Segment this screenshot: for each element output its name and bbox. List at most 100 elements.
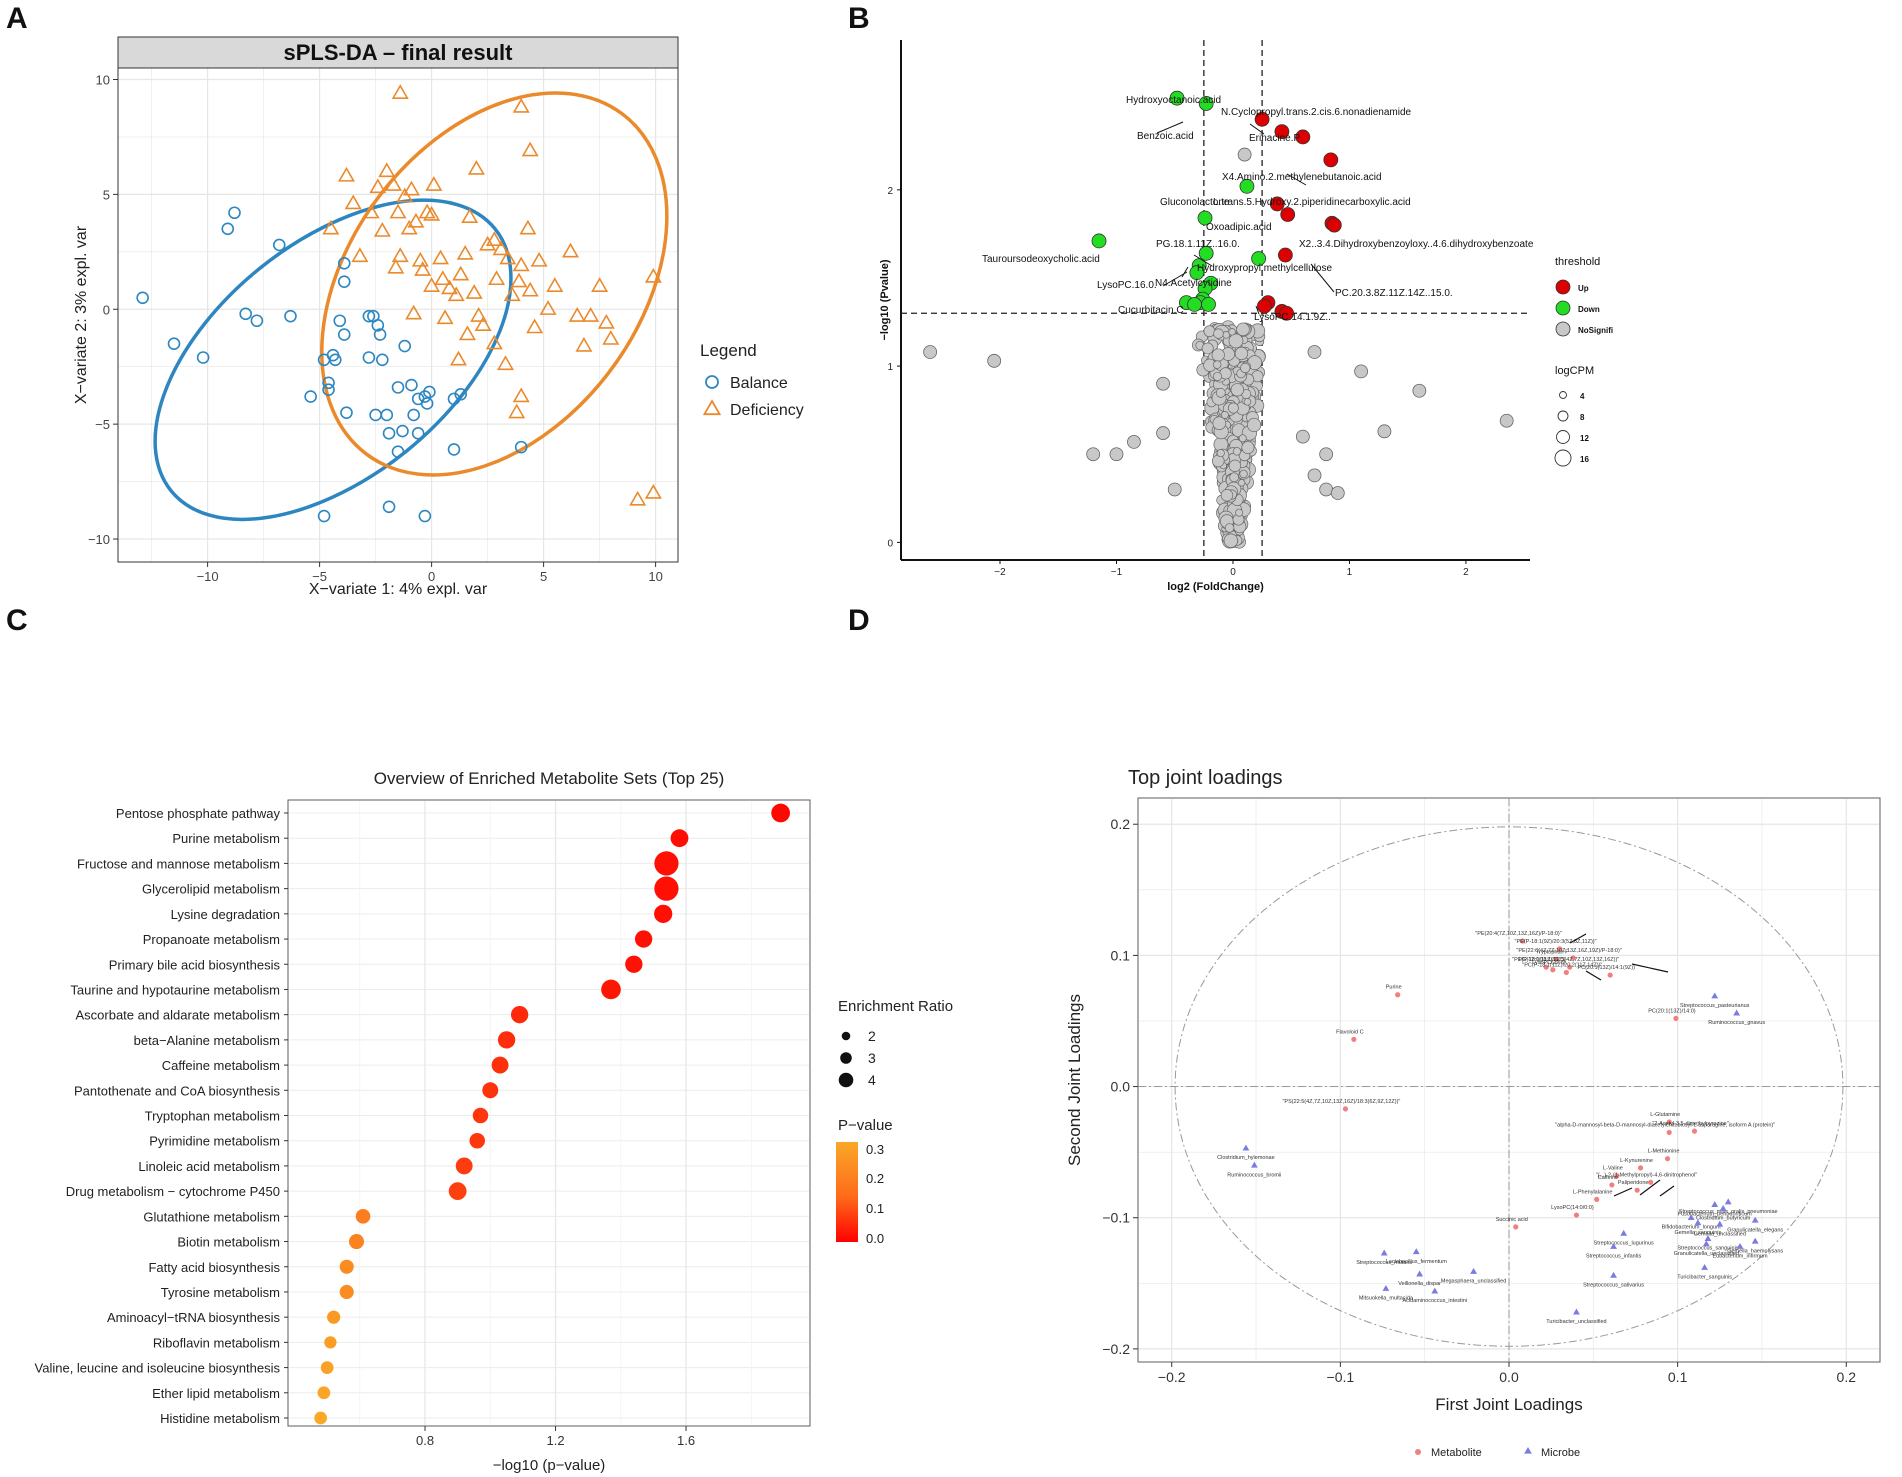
panel-d-label-leader — [1631, 963, 1669, 973]
panel-d-x-tick-label: 0.2 — [1837, 1369, 1857, 1385]
panel-c-point — [317, 1386, 331, 1400]
panel-b-label-leader — [1310, 263, 1335, 293]
panel-b-x-tick-label: −1 — [1111, 567, 1123, 578]
panel-d-point-metabolite — [1543, 964, 1549, 970]
panel-d-microbe-label: Ruminococcus_gnavus — [1708, 1020, 1765, 1026]
panel-a-point-balance — [340, 406, 353, 419]
panel-a-point-balance — [239, 307, 252, 321]
panel-c-frame — [287, 799, 811, 1427]
panel-a-point-deficiency — [373, 222, 391, 237]
panel-d-point-metabolite — [1673, 1015, 1679, 1021]
panel-b-point-up — [1274, 124, 1290, 140]
panel-b-point-label: PG.18.1.11Z..16.0. — [1156, 239, 1240, 250]
panel-d-y-tick-label: −0.1 — [1102, 1210, 1130, 1226]
panel-b-label-leader — [1249, 123, 1265, 135]
panel-b-point-nosig — [1109, 447, 1124, 462]
panel-d-legend-metabolite-label: Metabolite — [1431, 1447, 1482, 1459]
panel-d-metabolite-label: "2-Acetyl-3,5-dimethylpyrazine" — [1652, 1121, 1728, 1127]
panel-a-point-deficiency — [344, 194, 362, 210]
panel-d-y-tick-label: 0.0 — [1111, 1079, 1131, 1095]
panel-b-point-nosig — [1307, 345, 1322, 359]
panel-a-point-deficiency — [508, 403, 526, 419]
panel-a-point-deficiency — [405, 304, 423, 320]
panel-c-legend-colorbar — [836, 1142, 858, 1242]
panel-b-point-nosig — [1234, 346, 1249, 361]
panel-b-point-nosig — [1211, 348, 1225, 362]
panel-c-category-label: Biotin metabolism — [177, 1235, 280, 1250]
panel-b-legend-threshold-marker — [1555, 279, 1571, 295]
panel-a-point-balance — [337, 257, 351, 270]
panel-a-point-deficiency — [423, 277, 441, 292]
panel-d-label-leader — [1569, 933, 1587, 944]
panel-a-point-balance — [362, 351, 376, 364]
panel-d-microbe-label: Streptococcus_infantis — [1586, 1254, 1642, 1260]
panel-c-legend-color-label: 0.0 — [866, 1231, 884, 1246]
panel-c-point — [355, 1209, 371, 1224]
panel-a-point-deficiency — [602, 330, 620, 345]
panel-a-y-tick-label: −5 — [95, 417, 110, 432]
panel-a-point-balance — [136, 291, 149, 305]
panel-b-label-leader — [1255, 305, 1260, 315]
panel-d-point-microbe — [1412, 1248, 1420, 1255]
panel-d-point-metabolite — [1573, 1212, 1580, 1218]
panel-d-point-microbe — [1719, 1204, 1727, 1211]
panel-c-point — [469, 1132, 485, 1149]
panel-c-legend-size-label: 4 — [868, 1072, 876, 1088]
panel-d-point-metabolite — [1342, 1106, 1349, 1112]
panel-d-metabolite-label: "PC(P-18:1(11Z)/20:2(11Z,14Z))" — [1522, 962, 1602, 968]
panel-a-point-deficiency — [322, 219, 340, 235]
panel-b-point-nosig — [1213, 328, 1224, 339]
panel-a-point-balance — [322, 376, 335, 390]
panel-b-point-nosig — [1229, 472, 1239, 483]
panel-b-point-label: N4.Acetylcytidine — [1155, 278, 1232, 289]
panel-c-x-tick-label: 1.2 — [546, 1433, 564, 1448]
panel-b-point-label: L.trans.5.Hydroxy.2.piperidinecarboxylic… — [1213, 197, 1411, 208]
panel-c-legend-size-label: 2 — [868, 1028, 876, 1044]
panel-a-point-deficiency — [530, 251, 548, 267]
panel-c-category-label: Glycerolipid metabolism — [142, 882, 280, 897]
panel-c-point — [497, 1031, 516, 1049]
panel-a-point-deficiency — [499, 249, 517, 265]
panel-d-label-leader — [1585, 970, 1602, 981]
panel-d-x-tick-label: 0.0 — [1499, 1369, 1519, 1385]
panel-d-point-microbe — [1610, 1271, 1617, 1278]
panel-a-point-deficiency — [644, 267, 662, 283]
panel-d-label-leader — [1659, 1185, 1675, 1197]
panel-b-legend-size-label: 4 — [1580, 392, 1585, 401]
panel-b-point-down — [1169, 90, 1185, 106]
panel-b-point-nosig — [1156, 426, 1170, 440]
panel-a-point-deficiency — [458, 325, 476, 341]
panel-d-metabolite-label: L-Valine — [1603, 1166, 1623, 1172]
panel-b-point-nosig — [1235, 508, 1244, 517]
panel-b-point-nosig — [1224, 523, 1235, 533]
panel-a-point-deficiency — [456, 245, 474, 260]
panel-b-legend-size-label: 16 — [1580, 455, 1589, 464]
panel-b-point-up — [1326, 217, 1342, 233]
panel-b-point-nosig — [987, 353, 1002, 368]
panel-d-point-microbe — [1380, 1249, 1388, 1256]
panel-d-point-metabolite — [1513, 1224, 1519, 1230]
panel-c-point — [654, 904, 673, 923]
panel-b-legend-size-label: 8 — [1580, 413, 1585, 422]
panel-a-point-balance — [405, 378, 418, 392]
panel-d-point-microbe — [1610, 1242, 1617, 1249]
panel-d-point-microbe — [1470, 1267, 1478, 1274]
panel-d-point-microbe — [1416, 1270, 1424, 1277]
panel-a-point-deficiency — [441, 279, 459, 295]
panel-d-y-tick-label: −0.2 — [1102, 1341, 1130, 1357]
panel-d-x-tick-label: −0.1 — [1327, 1369, 1355, 1385]
panel-b-y-tick-label: 2 — [887, 186, 893, 197]
panel-d-point-microbe — [1573, 1308, 1580, 1315]
panel-c-legend-size-marker — [841, 1031, 851, 1041]
panel-a-point-deficiency — [369, 178, 387, 194]
panel-c-x-tick-label: 1.6 — [677, 1433, 695, 1448]
panel-c-category-label: Taurine and hypotaurine metabolism — [70, 982, 280, 997]
panel-d-point-metabolite — [1637, 1165, 1644, 1171]
panel-a-point-deficiency — [467, 159, 485, 175]
panel-a-point-deficiency — [391, 84, 409, 99]
panel-c-x-tick-label: 0.8 — [416, 1433, 434, 1448]
panel-b-point-down — [1239, 178, 1255, 194]
panel-b-x-axis-label: log2 (FoldChange) — [1167, 581, 1264, 593]
panel-c-point — [482, 1082, 499, 1099]
